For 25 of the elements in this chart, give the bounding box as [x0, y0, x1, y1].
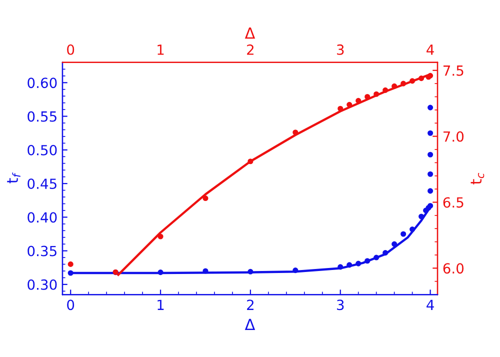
y2-tick-label: 6.5 — [443, 197, 464, 208]
y-tick-label: 0.55 — [28, 111, 56, 122]
x2-tick-label: 2 — [247, 44, 254, 55]
y-tick-label: 0.35 — [28, 246, 56, 256]
y2-tick-label: 7.0 — [444, 131, 464, 142]
y-axis-title: t$_{f}$ — [7, 172, 20, 184]
x2-tick-label: 3 — [337, 44, 344, 55]
y2-tick-label: 7.5 — [444, 66, 464, 76]
x2-tick-label: 1 — [158, 44, 164, 55]
y-tick-label: 0.30 — [28, 279, 57, 290]
y-tick-label: 0.60 — [28, 78, 57, 88]
x-tick-label: 4 — [426, 300, 434, 310]
x-tick-label: 0 — [67, 300, 74, 310]
y2-axis-title: t$_{c}$ — [470, 172, 484, 184]
x-tick-label: 2 — [247, 300, 254, 310]
x2-tick-label: 0 — [67, 44, 74, 55]
y-tick-label: 0.40 — [28, 212, 57, 223]
x-tick-label: 3 — [337, 300, 344, 310]
x2-axis-title: Δ — [244, 27, 256, 39]
y2-tick-label: 6.0 — [443, 263, 464, 274]
x-axis-title: Δ — [244, 318, 256, 330]
x-tick-label: 1 — [158, 300, 164, 310]
y-tick-label: 0.50 — [28, 144, 57, 156]
y-tick-label: 0.45 — [28, 178, 56, 190]
x2-tick-label: 4 — [426, 44, 434, 55]
